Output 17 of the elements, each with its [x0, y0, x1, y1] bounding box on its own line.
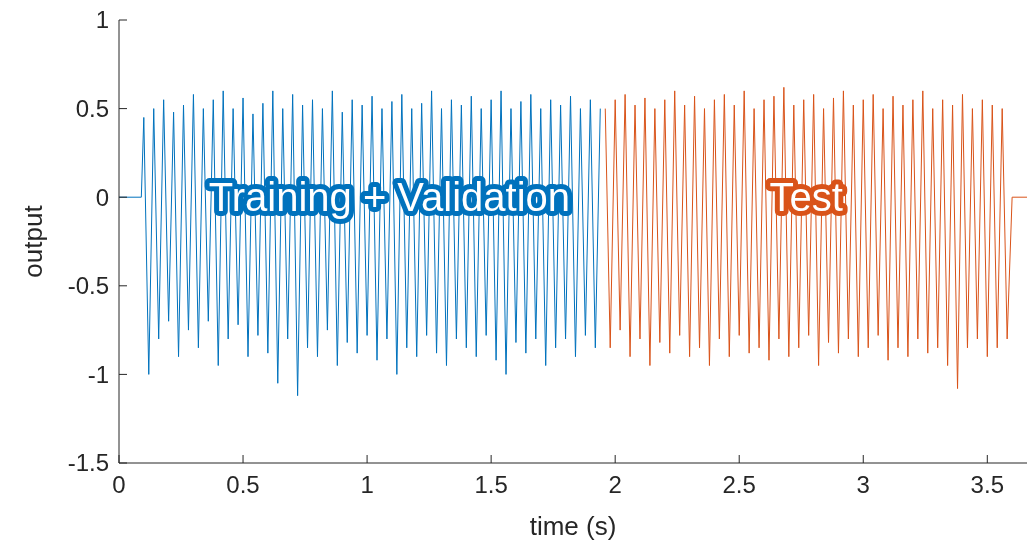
x-tick-label: 0	[112, 471, 126, 498]
y-tick-label: -0.5	[67, 272, 109, 300]
y-tick-label: 0	[95, 183, 109, 211]
y-tick-label: -1	[87, 360, 109, 388]
y-tick-label: -1.5	[67, 449, 109, 477]
x-tick-label: 3	[856, 471, 870, 498]
x-tick-label: 3.5	[970, 471, 1004, 498]
x-tick-label: 1.5	[474, 471, 508, 498]
x-tick-label: 2	[608, 471, 622, 498]
x-tick-label: 1	[360, 471, 374, 498]
y-tick-label: 0.5	[75, 95, 109, 122]
x-tick-label: 0.5	[226, 471, 260, 498]
x-tick-label: 2.5	[722, 471, 756, 498]
x-axis-title: time (s)	[529, 511, 617, 541]
y-tick-label: 1	[95, 6, 109, 34]
y-axis-title: output	[18, 204, 48, 278]
line-series	[604, 86, 1028, 390]
